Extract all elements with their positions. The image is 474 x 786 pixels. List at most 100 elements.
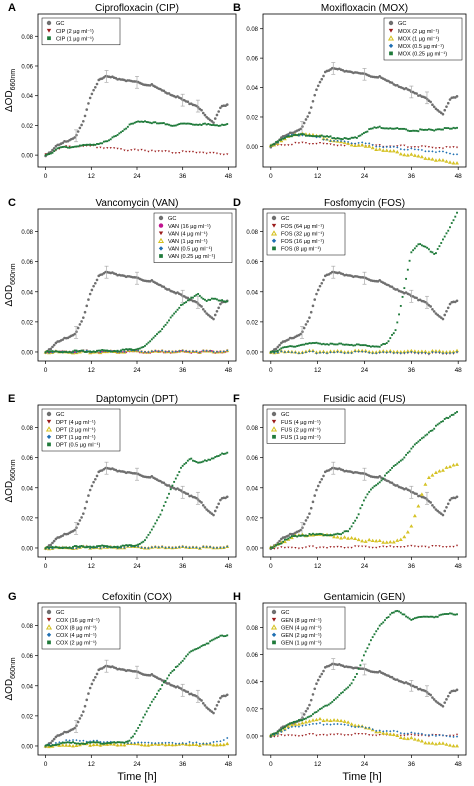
x-tick-label: 36 xyxy=(408,173,416,180)
data-point xyxy=(315,722,318,725)
y-axis-title-main: ΔOD xyxy=(4,90,15,112)
data-point xyxy=(398,461,400,464)
panel-letter: B xyxy=(233,2,241,14)
data-point xyxy=(121,130,124,132)
data-point xyxy=(352,678,355,681)
data-point xyxy=(415,492,418,496)
data-point xyxy=(54,148,57,151)
data-point xyxy=(190,650,193,653)
data-point xyxy=(185,301,188,304)
data-point xyxy=(212,317,215,321)
data-point xyxy=(304,709,308,713)
data-point xyxy=(174,666,177,669)
data-point xyxy=(294,133,297,136)
data-point xyxy=(326,343,328,346)
data-point xyxy=(108,139,110,142)
data-point xyxy=(164,679,167,682)
data-point xyxy=(191,741,195,744)
data-point xyxy=(347,140,350,144)
data-point xyxy=(290,135,293,138)
data-point xyxy=(219,546,222,549)
data-point xyxy=(269,144,272,147)
data-point xyxy=(85,351,88,353)
data-point xyxy=(447,613,450,615)
data-point xyxy=(396,545,399,548)
data-point xyxy=(275,141,278,143)
data-point xyxy=(439,316,443,319)
data-point xyxy=(339,144,343,147)
data-point xyxy=(415,245,418,248)
data-point xyxy=(140,346,143,349)
data-point xyxy=(452,351,455,355)
legend-label: GEN (4 µg ml⁻¹) xyxy=(281,625,322,631)
data-point xyxy=(297,719,300,721)
data-point xyxy=(130,122,133,125)
data-point xyxy=(384,343,386,345)
data-point xyxy=(429,693,432,697)
data-point xyxy=(269,351,272,354)
data-point xyxy=(402,736,407,740)
data-point xyxy=(290,734,293,737)
data-point xyxy=(171,546,174,549)
data-point xyxy=(403,351,406,355)
data-point xyxy=(273,547,276,550)
data-point xyxy=(140,541,143,544)
data-point xyxy=(94,281,97,285)
data-point xyxy=(185,742,188,745)
legend-label: MOX (0.25 µg ml⁻¹) xyxy=(398,52,447,58)
data-point xyxy=(133,732,136,735)
data-point xyxy=(364,496,367,499)
y-tick-label: 0.02 xyxy=(21,516,33,522)
data-point xyxy=(426,615,429,618)
data-point xyxy=(301,526,304,530)
y-tick-label: 0.02 xyxy=(246,320,258,326)
data-point xyxy=(410,618,413,621)
data-point xyxy=(205,742,208,745)
data-point xyxy=(215,309,219,313)
data-point xyxy=(71,738,75,742)
data-point xyxy=(308,532,311,535)
data-point xyxy=(133,741,136,745)
data-point xyxy=(144,344,146,347)
data-point xyxy=(361,659,364,662)
data-point xyxy=(278,348,281,351)
series xyxy=(44,451,229,550)
data-point xyxy=(150,741,153,745)
data-point xyxy=(315,135,318,137)
data-point xyxy=(92,678,95,682)
data-point xyxy=(306,320,309,323)
data-point xyxy=(332,722,336,726)
data-point xyxy=(224,452,227,455)
data-point xyxy=(146,743,151,747)
data-point xyxy=(70,741,73,744)
data-point xyxy=(200,108,203,112)
data-point xyxy=(118,350,121,353)
data-point xyxy=(364,650,367,653)
data-point xyxy=(99,142,102,145)
data-point xyxy=(89,741,92,744)
data-point xyxy=(195,104,198,108)
data-point xyxy=(190,457,193,460)
data-point xyxy=(396,351,399,354)
data-point xyxy=(95,82,99,86)
data-point xyxy=(301,719,304,721)
legend-box xyxy=(41,408,121,452)
y-tick-label: 0.00 xyxy=(21,154,33,160)
data-point xyxy=(95,742,99,746)
data-point xyxy=(440,158,445,162)
data-point xyxy=(356,143,361,147)
data-point xyxy=(452,126,455,129)
legend-label: COX (16 µg ml⁻¹) xyxy=(56,618,100,624)
data-point xyxy=(192,459,194,462)
y-tick-label: 0.04 xyxy=(21,486,33,492)
y-tick-label: 0.00 xyxy=(21,744,33,750)
data-point xyxy=(156,692,158,695)
data-point xyxy=(424,145,427,148)
data-point xyxy=(316,84,320,88)
x-tick-label: 24 xyxy=(361,761,369,768)
x-tick-label: 12 xyxy=(314,367,322,374)
data-point xyxy=(99,740,102,744)
data-point xyxy=(78,739,81,742)
data-point xyxy=(166,677,169,680)
data-point xyxy=(144,539,146,542)
